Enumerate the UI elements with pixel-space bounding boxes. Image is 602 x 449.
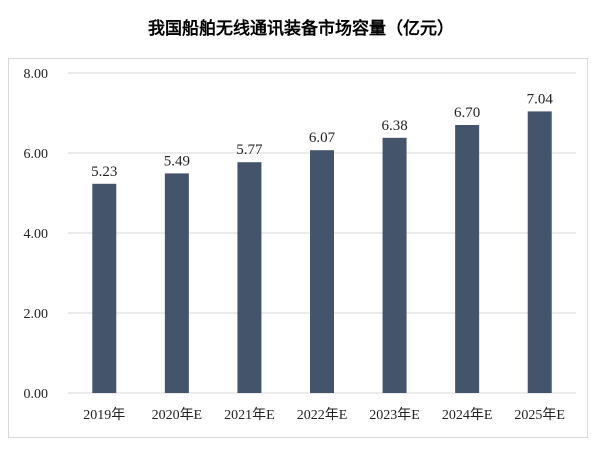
- bar: [455, 125, 480, 393]
- x-tick-label: 2025年E: [514, 407, 565, 423]
- bar: [527, 111, 552, 394]
- chart-title: 我国船舶无线通讯装备市场容量（亿元）: [148, 19, 454, 39]
- chart-frame: [8, 58, 588, 438]
- x-tick-label: 2021年E: [224, 407, 275, 423]
- x-tick-label: 2020年E: [152, 407, 203, 423]
- data-label: 5.23: [91, 164, 117, 180]
- bar: [164, 173, 189, 393]
- data-label: 7.04: [527, 91, 554, 107]
- y-tick-label: 4.00: [24, 227, 49, 242]
- bar: [237, 162, 262, 393]
- data-label: 6.07: [309, 130, 336, 146]
- x-tick-label: 2019年: [83, 407, 125, 423]
- y-tick-label: 8.00: [24, 67, 49, 82]
- y-tick-label: 0.00: [24, 387, 49, 402]
- y-tick-label: 2.00: [24, 307, 49, 322]
- bar: [92, 183, 117, 393]
- x-tick-label: 2023年E: [369, 407, 420, 423]
- bar: [310, 150, 334, 393]
- data-label: 5.49: [164, 153, 190, 169]
- data-label: 5.77: [236, 142, 263, 158]
- data-label: 6.70: [454, 105, 480, 121]
- x-tick-label: 2024年E: [442, 407, 493, 423]
- y-tick-label: 6.00: [24, 147, 49, 162]
- bar: [382, 137, 407, 393]
- x-tick-label: 2022年E: [297, 407, 348, 423]
- data-label: 6.38: [381, 118, 407, 134]
